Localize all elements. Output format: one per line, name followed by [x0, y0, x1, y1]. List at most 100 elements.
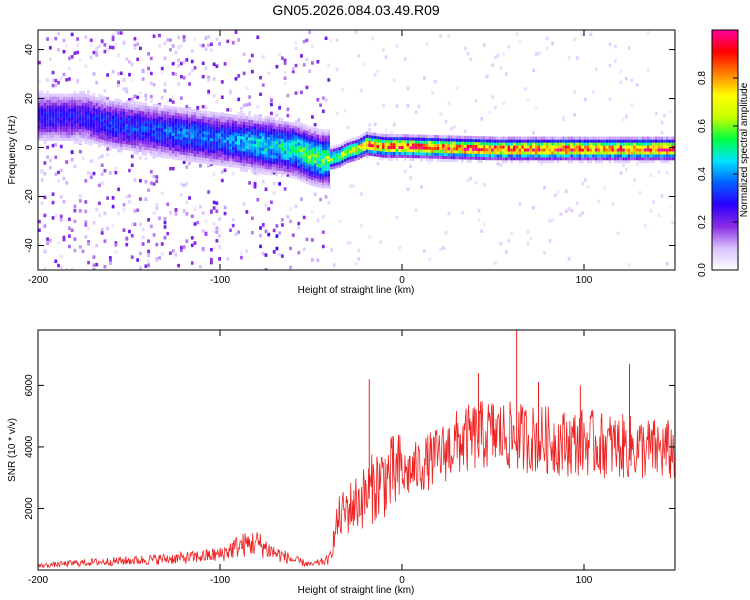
spectrogram-cell [207, 158, 210, 162]
spectrogram-cell [532, 148, 535, 152]
spectrogram-cell [439, 138, 442, 142]
spectrogram-cell [630, 78, 634, 83]
spectrogram-cell [278, 52, 282, 57]
spectrogram-cell [300, 178, 303, 182]
spectrogram-cell [294, 46, 298, 51]
spectrogram-cell [294, 138, 298, 142]
spectrogram-cell [81, 99, 85, 103]
spectrogram-cell [114, 170, 118, 175]
spectrogram-cell [106, 129, 109, 133]
spectrogram-cell [207, 125, 210, 129]
spectrogram-cell [270, 151, 273, 156]
spectrogram-cell [624, 157, 628, 161]
spectrogram-cell [92, 113, 96, 117]
spectrogram-cell [122, 123, 126, 127]
spectrogram-cell [526, 98, 530, 102]
spectrogram-cell [62, 134, 66, 139]
spectrogram-cell [611, 154, 614, 158]
spectrogram-cell [485, 153, 489, 158]
spectrogram-cell [201, 104, 205, 109]
spectrogram-cell [283, 58, 287, 63]
spectrogram-cell [488, 136, 492, 140]
spectrogram-cell [264, 162, 268, 167]
spectrogram-cell [466, 51, 470, 56]
spectrogram-cell [463, 141, 467, 145]
spectrogram-cell [313, 136, 317, 140]
spectrogram-cell [379, 145, 382, 149]
spectrogram-cell [286, 215, 290, 219]
spectrogram-cell [515, 136, 519, 140]
spectrogram-cell [177, 112, 180, 117]
spectrogram-cell [644, 145, 647, 149]
spectrogram-cell [209, 114, 213, 118]
spectrogram-cell [130, 127, 134, 131]
spectrogram-cell [136, 133, 139, 138]
spectrogram-cell [237, 118, 240, 122]
spectrogram-cell [275, 126, 279, 130]
spectrogram-cell [507, 136, 511, 140]
spectrogram-cell [166, 120, 169, 124]
spectrogram-cell [117, 143, 120, 147]
spectrogram-cell [463, 156, 467, 160]
spectrogram-cell [229, 134, 232, 138]
spectrogram-cell [133, 222, 137, 227]
spectrogram-cell [272, 158, 276, 162]
spectrogram-cell [289, 154, 292, 158]
spectrogram-cell [305, 57, 309, 62]
spectrogram-cell [280, 56, 284, 60]
x-tick-label: -100 [210, 575, 230, 586]
spectrogram-cell [256, 132, 259, 136]
spectrogram-cell [652, 154, 655, 158]
spectrogram-cell [646, 139, 650, 143]
spectrogram-cell [207, 43, 211, 47]
spectrogram-cell [455, 159, 459, 163]
spectrogram-cell [592, 142, 595, 146]
spectrogram-cell [267, 207, 271, 211]
spectrogram-cell [240, 165, 243, 169]
spectrogram-cell [261, 153, 265, 157]
spectrogram-cell [321, 147, 325, 151]
spectrogram-cell [351, 137, 355, 141]
spectrogram-cell [357, 141, 361, 146]
spectrogram-cell [368, 137, 371, 142]
spectrogram-cell [133, 104, 137, 108]
spectrogram-cell [218, 127, 221, 131]
spectrogram-cell [253, 117, 257, 121]
spectrogram-cell [54, 105, 57, 109]
spectrogram-cell [526, 136, 530, 140]
spectrogram-cell [57, 178, 60, 183]
spectrogram-cell [627, 145, 631, 149]
spectrogram-cell [343, 155, 347, 159]
spectrogram-cell [663, 154, 666, 158]
spectrogram-cell [223, 139, 227, 143]
spectrogram-cell [308, 155, 311, 159]
spectrogram-cell [103, 122, 107, 126]
spectrogram-cell [106, 114, 109, 118]
spectrogram-cell [179, 136, 183, 140]
spectrogram-cell [240, 133, 243, 137]
spectrogram-cell [43, 128, 47, 133]
spectrogram-cell [357, 147, 361, 151]
spectrogram-cell [622, 136, 625, 140]
spectrogram-cell [649, 157, 653, 161]
spectrogram-cell [250, 184, 254, 189]
spectrogram-cell [496, 161, 500, 166]
spectrogram-cell [510, 231, 514, 236]
spectrogram-cell [368, 149, 371, 153]
spectrogram-cell [54, 93, 57, 97]
spectrogram-cell [502, 148, 505, 152]
spectrogram-cell [59, 137, 63, 141]
spectrogram-cell [259, 234, 262, 238]
spectrogram-cell [98, 44, 101, 49]
spectrogram-cell [245, 157, 249, 161]
spectrogram-cell [278, 167, 281, 171]
spectrogram-cell [496, 142, 500, 146]
spectrogram-cell [76, 102, 79, 106]
spectrogram-cell [89, 115, 93, 120]
spectrogram-cell [600, 145, 603, 149]
spectrogram-cell [493, 261, 497, 265]
spectrogram-cell [119, 125, 123, 129]
spectrogram-cell [267, 71, 271, 76]
spectrogram-cell [611, 202, 615, 207]
spectrogram-cell [125, 138, 128, 142]
